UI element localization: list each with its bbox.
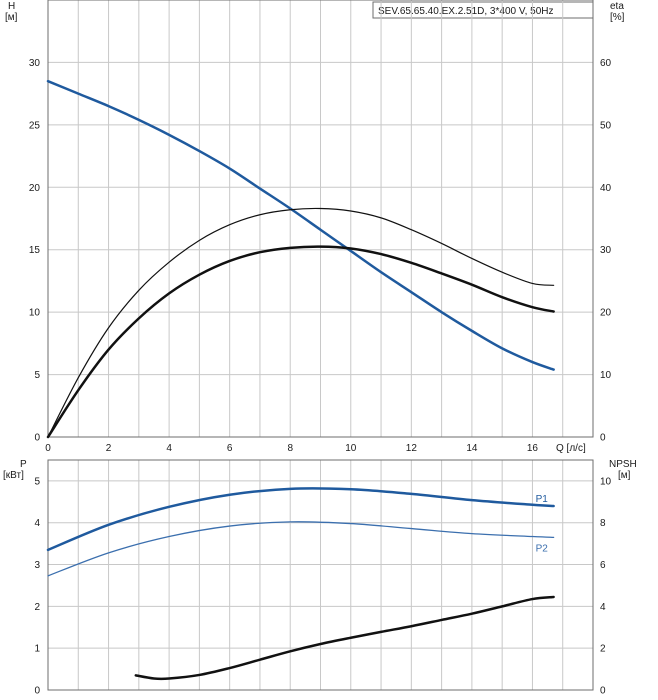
y-left-title-bottom: P [20,459,27,470]
x-tick-label: 0 [45,443,51,454]
bottom-grid [48,460,593,690]
y-right-unit-bottom: [м] [618,470,631,481]
y-right-title-bottom: NPSH [609,459,637,470]
x-tick-label: 2 [106,443,112,454]
x-tick-label: 12 [406,443,418,454]
y-right-tick-label: 30 [600,245,612,256]
x-tick-label: 8 [287,443,293,454]
y-left-tick-label: 10 [29,308,41,319]
y-left-tick-label: 5 [34,476,40,487]
model-label-box: SEV.65.65.40.EX.2.51D, 3*400 V, 50Hz [372,1,594,19]
top-tick-labels: 0 5 10 15 20 25 30 0 10 20 30 40 50 60 0 2 4 6 8 10 12 14 16 [29,58,612,454]
series-line-npsh [134,595,555,681]
bottom-frame [47,459,594,691]
x-tick-label: 16 [527,443,539,454]
y-right-tick-label: 0 [600,686,606,697]
y-right-tick-label: 20 [600,308,612,319]
series-line-p1 [46,487,555,552]
y-right-title-top: eta [610,1,624,12]
y-left-tick-label: 15 [29,245,41,256]
series-line-p2 [47,521,555,577]
y-right-tick-label: 10 [600,476,612,487]
bottom-tick-labels: 0 1 2 3 4 5 0 2 4 6 8 10 [34,476,611,696]
bottom-series: P1 P2 [46,487,555,681]
y-right-tick-label: 10 [600,370,612,381]
y-left-tick-label: 20 [29,183,41,194]
y-right-tick-label: 4 [600,602,606,613]
y-left-tick-label: 3 [34,560,40,571]
y-right-tick-label: 2 [600,644,606,655]
y-left-tick-label: 30 [29,58,41,69]
y-left-unit-bottom: [кВт] [3,470,24,481]
y-left-tick-label: 2 [34,602,40,613]
y-left-tick-label: 1 [34,644,40,655]
model-label: SEV.65.65.40.EX.2.51D, 3*400 V, 50Hz [378,6,554,17]
y-right-tick-label: 8 [600,518,606,529]
series-line-eta-thin [47,207,555,438]
head-efficiency-panel: 0 5 10 15 20 25 30 0 10 20 30 40 50 60 0 2 4 6 8 10 12 14 16 H… [5,0,625,454]
x-tick-label: 4 [166,443,172,454]
y-left-tick-label: 0 [34,686,40,697]
series-label-p1: P1 [536,494,549,505]
power-npsh-panel: 0 1 2 3 4 5 0 2 4 6 8 10 P1 P2 P [кВт] NPSH [м] [3,459,637,697]
y-left-tick-label: 25 [29,120,41,131]
y-left-tick-label: 5 [34,370,40,381]
x-tick-label: 6 [227,443,233,454]
y-right-tick-label: 6 [600,560,606,571]
x-tick-label: 14 [466,443,478,454]
y-right-unit-top: [%] [610,12,625,23]
y-left-title-top: H [8,1,15,12]
y-right-tick-label: 40 [600,183,612,194]
y-right-tick-label: 60 [600,58,612,69]
y-right-tick-label: 0 [600,433,606,444]
y-left-tick-label: 4 [34,518,40,529]
series-line-h [46,79,555,371]
y-left-tick-label: 0 [34,433,40,444]
y-left-unit-top: [м] [5,12,18,23]
series-label-p2: P2 [536,543,549,554]
series-line-eta-thick [46,245,555,439]
top-series [46,79,555,439]
top-grid [48,0,593,437]
x-axis-label: Q [л/с] [556,443,586,454]
top-frame [47,0,594,438]
x-tick-label: 10 [345,443,357,454]
y-right-tick-label: 50 [600,120,612,131]
